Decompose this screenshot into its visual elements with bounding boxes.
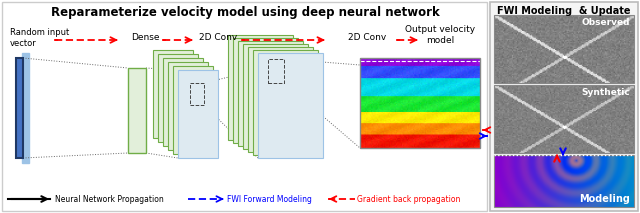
Bar xyxy=(16,58,23,158)
Text: Dense: Dense xyxy=(131,33,159,43)
Text: Output velocity
model: Output velocity model xyxy=(405,25,475,45)
Bar xyxy=(2,2,487,211)
Bar xyxy=(494,85,634,153)
Bar xyxy=(258,53,323,158)
Bar xyxy=(490,2,638,211)
Text: Gradient back propagation: Gradient back propagation xyxy=(357,194,460,203)
Bar xyxy=(494,155,634,207)
Bar xyxy=(190,83,204,105)
Bar xyxy=(163,58,203,146)
Text: Random input
vector: Random input vector xyxy=(10,28,69,48)
Bar xyxy=(173,66,213,154)
Bar xyxy=(248,47,313,152)
Text: Synthetic: Synthetic xyxy=(581,88,630,97)
Bar xyxy=(268,59,284,83)
Text: Reparameterize velocity model using deep neural network: Reparameterize velocity model using deep… xyxy=(51,6,440,19)
Bar xyxy=(253,50,318,155)
Bar xyxy=(128,68,146,153)
Bar xyxy=(238,41,303,146)
Bar xyxy=(153,50,193,138)
Text: 2D Conv: 2D Conv xyxy=(348,33,386,43)
Text: 2D Conv: 2D Conv xyxy=(199,33,237,43)
Bar xyxy=(178,70,218,158)
Bar xyxy=(228,35,293,140)
Bar xyxy=(158,54,198,142)
Text: FWI Forward Modeling: FWI Forward Modeling xyxy=(227,194,312,203)
Text: Observed: Observed xyxy=(582,18,630,27)
Bar xyxy=(243,44,308,149)
Text: Neural Network Propagation: Neural Network Propagation xyxy=(55,194,164,203)
Text: FWI Modeling  & Update: FWI Modeling & Update xyxy=(497,6,631,16)
Bar xyxy=(168,62,208,150)
Bar xyxy=(360,58,480,148)
Bar xyxy=(494,15,634,83)
Text: Modeling: Modeling xyxy=(579,194,630,204)
Bar xyxy=(233,38,298,143)
Bar xyxy=(22,53,29,163)
